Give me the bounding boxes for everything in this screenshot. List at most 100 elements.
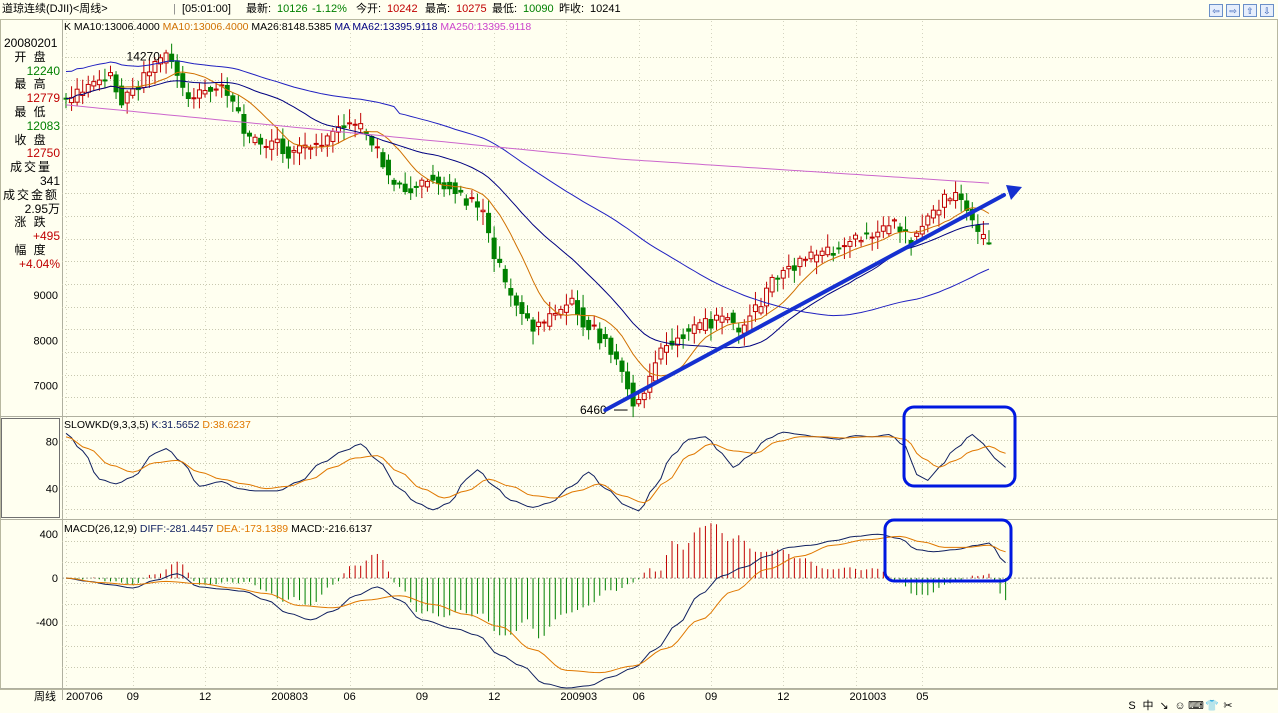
- candle-body: [730, 312, 736, 323]
- candle-body: [786, 265, 792, 270]
- candle-body: [558, 308, 564, 316]
- candle-body: [480, 209, 486, 213]
- candle-body: [736, 327, 742, 333]
- candle-body: [96, 79, 102, 86]
- info-value: +4.04%: [18, 256, 60, 271]
- candle-body: [791, 265, 797, 271]
- info-value: +495: [32, 229, 60, 244]
- x-tick-label: 12: [777, 691, 789, 703]
- candle-body: [341, 125, 347, 128]
- candle-body: [613, 351, 619, 360]
- arrow-left-icon[interactable]: ⇦: [1209, 4, 1223, 17]
- candle-body: [374, 146, 380, 149]
- ma-legend-item: K: [64, 21, 74, 33]
- candle-body: [263, 145, 269, 148]
- candle-body: [497, 258, 503, 263]
- arrow-right-icon[interactable]: ⇨: [1226, 4, 1240, 17]
- candle-body: [797, 257, 803, 268]
- candle-body: [380, 152, 386, 168]
- price-tick-label: 8000: [34, 335, 58, 347]
- candle-body: [686, 328, 692, 332]
- price-tick-label: 7000: [34, 381, 58, 393]
- candle-body: [758, 306, 764, 314]
- high-value: 10275: [456, 3, 487, 15]
- candle-body: [625, 371, 631, 390]
- candle-body: [130, 88, 136, 96]
- tray-icon[interactable]: 中: [1142, 700, 1154, 712]
- low-label: 最低:: [492, 3, 518, 15]
- candle-body: [541, 321, 547, 324]
- kd-k-line: [65, 431, 1006, 512]
- candle-body: [208, 87, 214, 92]
- candle-body: [914, 232, 920, 237]
- arrow-down-icon[interactable]: ⇩: [1260, 4, 1274, 17]
- macd-dea-line: [65, 535, 1006, 674]
- tray-icon[interactable]: S: [1128, 700, 1136, 712]
- price-tick-label: 9000: [34, 290, 58, 302]
- quote-time: [05:01:00]: [182, 3, 231, 15]
- kd-d-line: [65, 436, 1006, 504]
- info-label: 最 低: [14, 104, 48, 119]
- candle-body: [725, 317, 731, 321]
- tray-icon[interactable]: ✂: [1223, 700, 1233, 712]
- candle-body: [158, 57, 164, 65]
- ma-legend-item: MA10:13006.4000: [73, 21, 163, 33]
- candle-body: [324, 135, 330, 146]
- trendline: [603, 193, 1006, 413]
- info-label: 成交量: [9, 160, 52, 175]
- candle-body: [975, 225, 981, 232]
- ma-legend: K MA10:13006.4000 MA10:13006.4000 MA26:8…: [64, 21, 531, 33]
- candle-body: [486, 212, 492, 234]
- prev-close-value: 10241: [590, 3, 621, 15]
- system-tray: S 中 ↘ ☺ ⌨👕 ✂: [1124, 697, 1236, 712]
- candle-body: [858, 240, 864, 243]
- trendline-arrowhead: [1006, 185, 1022, 200]
- candle-body: [330, 130, 336, 142]
- period-label: 周线: [34, 689, 56, 703]
- candle-body: [124, 91, 130, 104]
- candle-body: [825, 246, 831, 256]
- ma26-line: [65, 80, 990, 349]
- ma-legend-item: MA10:13006.4000: [162, 21, 252, 33]
- candle-body: [986, 242, 992, 245]
- tray-icon[interactable]: 👕: [1205, 700, 1219, 712]
- candle-body: [658, 347, 664, 360]
- candle-body: [452, 182, 458, 194]
- tray-icon[interactable]: ☺: [1174, 700, 1186, 712]
- candle-body: [319, 144, 325, 147]
- candle-body: [491, 237, 497, 260]
- tray-icon[interactable]: ↘: [1159, 700, 1169, 712]
- candle-body: [936, 209, 942, 216]
- candle-body: [853, 234, 859, 240]
- macd-diff-value: DIFF:-281.4457: [139, 523, 214, 535]
- info-label: 收 盘: [14, 132, 48, 147]
- candle-body: [474, 201, 480, 208]
- candle-body: [274, 138, 280, 144]
- candle-body: [458, 189, 464, 193]
- candle-body: [163, 52, 169, 64]
- bar-info-panel: 20080201 开 盘 12240 最 高 12779 最 低 12083 收 盘 1275…: [0, 36, 62, 277]
- x-tick-label: 06: [633, 691, 645, 703]
- candle-body: [297, 145, 303, 154]
- arrow-up-icon[interactable]: ⇧: [1243, 4, 1257, 17]
- x-tick-label: 200803: [271, 691, 308, 703]
- macd-highlight-box: [883, 518, 1013, 583]
- info-label: 成交金额: [2, 187, 59, 202]
- candle-body: [814, 254, 820, 263]
- window-buttons: ⇦ ⇨ ⇧ ⇩: [1206, 2, 1274, 21]
- candle-body: [119, 85, 125, 106]
- candle-body: [530, 319, 536, 332]
- macd-diff-line: [65, 533, 1006, 689]
- candle-body: [430, 174, 436, 181]
- candle-body: [764, 287, 770, 307]
- kd-left-box: [1, 418, 60, 518]
- candle-body: [352, 123, 358, 126]
- candle-body: [213, 88, 219, 91]
- candle-body: [519, 302, 525, 315]
- tray-icon[interactable]: ⌨: [1188, 700, 1204, 712]
- candle-body: [358, 123, 364, 130]
- candle-body: [697, 322, 703, 331]
- candle-body: [191, 97, 197, 100]
- candle-body: [413, 185, 419, 188]
